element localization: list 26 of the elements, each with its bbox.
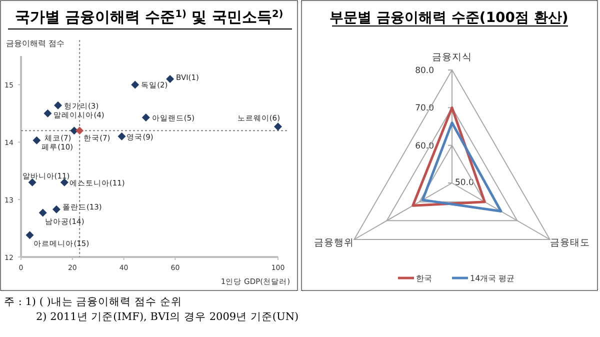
point: [52, 205, 60, 214]
legend-label: 한국: [416, 274, 432, 283]
spoke-label: 금융행위: [314, 238, 354, 248]
point: [274, 122, 282, 131]
point: [32, 136, 41, 144]
legend-label: 14개국 평균: [470, 274, 515, 283]
y-axis-title: 금융이해력 점수: [6, 39, 65, 48]
text: 2) 2011년 기준(IMF), BVI의 경우 2009년 기준(UN): [36, 311, 299, 323]
point: [118, 132, 126, 140]
point: [131, 80, 140, 89]
point: [38, 208, 47, 217]
point: [142, 113, 150, 122]
point: [166, 74, 174, 83]
point: [44, 109, 52, 118]
chart-title: 부문별 금융이해력 수준(100점 환산): [330, 10, 568, 26]
y-tick-label: 70.0: [415, 104, 434, 114]
point: [76, 126, 84, 135]
text: 주 : 1) ( )내는 금융이해력 점수 순위: [4, 296, 182, 308]
y-tick-label: 80.0: [415, 66, 434, 76]
y-tick-label: 50.0: [455, 178, 474, 188]
y-tick-label: 60.0: [415, 141, 434, 152]
spoke-label: 금융지식: [432, 52, 472, 63]
chart-title: 국가별 금융이해력 수준$^{1)}$ 및 국민소득$^{2)}$: [14, 8, 284, 26]
spoke-label: 금융태도: [550, 238, 590, 248]
point: [54, 101, 62, 110]
point: [26, 231, 34, 240]
